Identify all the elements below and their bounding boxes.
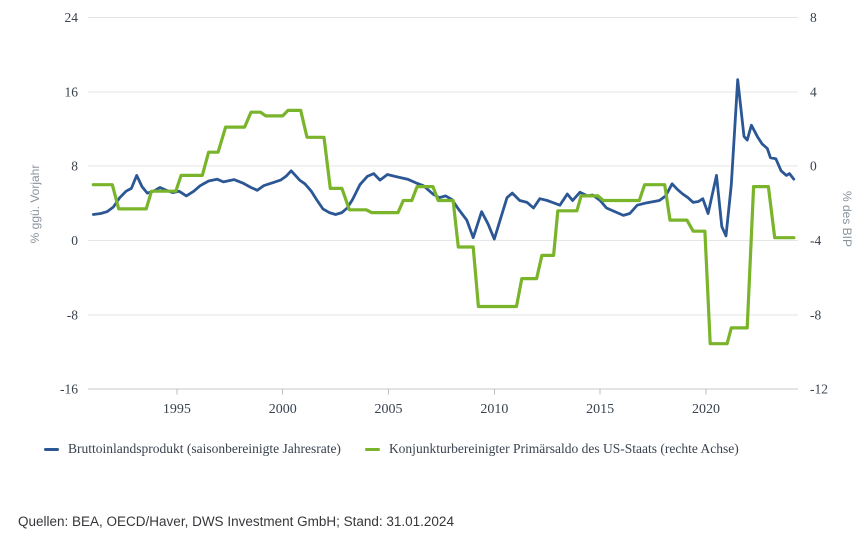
- right-axis-tick-label: -4: [810, 233, 821, 248]
- right-axis-tick-label: -12: [810, 382, 828, 397]
- x-axis-tick-label: 2010: [480, 402, 508, 417]
- right-axis-tick-label: -8: [810, 307, 821, 322]
- x-axis-tick-label: 2015: [586, 402, 614, 417]
- left-axis-tick-label: 16: [65, 84, 79, 99]
- x-axis-tick-label: 1995: [163, 402, 191, 417]
- gdp-line-swatch: [44, 447, 59, 451]
- left-axis-tick-label: 24: [65, 10, 79, 25]
- primary-balance-line-swatch: [364, 447, 380, 451]
- right-axis-title: % des BIP: [840, 191, 854, 247]
- x-axis-tick-label: 2000: [269, 402, 297, 417]
- right-axis-tick-label: 8: [810, 10, 817, 25]
- x-axis-tick-label: 2005: [375, 402, 403, 417]
- left-axis-tick-label: 0: [71, 233, 78, 248]
- legend-label-primary-balance: Konjunkturbereinigter Primärsaldo des US…: [388, 441, 739, 456]
- right-axis-tick-label: 4: [810, 84, 817, 99]
- left-axis-tick-label: -16: [60, 382, 78, 397]
- gdp-line: [91, 78, 796, 241]
- legend-item-primary-balance: Konjunkturbereinigter Primärsaldo des US…: [364, 441, 739, 457]
- right-axis-tick-label: 0: [810, 159, 817, 174]
- left-axis-title: % ggü. Vorjahr: [28, 165, 42, 244]
- primary-balance-line: [91, 108, 796, 346]
- left-axis-tick-label: -8: [67, 307, 78, 322]
- left-axis-tick-label: 8: [71, 159, 78, 174]
- legend-label-gdp: Bruttoinlandsprodukt (saisonbereinigte J…: [68, 441, 341, 456]
- legend-item-gdp: Bruttoinlandsprodukt (saisonbereinigte J…: [44, 441, 341, 457]
- x-axis-tick-label: 2020: [692, 402, 720, 417]
- source-note: Quellen: BEA, OECD/Haver, DWS Investment…: [18, 514, 454, 529]
- dual-axis-line-chart: 24 8 16 4 8 0 0 -4 -8 -8 -16 -12 1995 2000 2005 2010 201…: [28, 10, 854, 417]
- legend: Bruttoinlandsprodukt (saisonbereinigte J…: [44, 441, 739, 457]
